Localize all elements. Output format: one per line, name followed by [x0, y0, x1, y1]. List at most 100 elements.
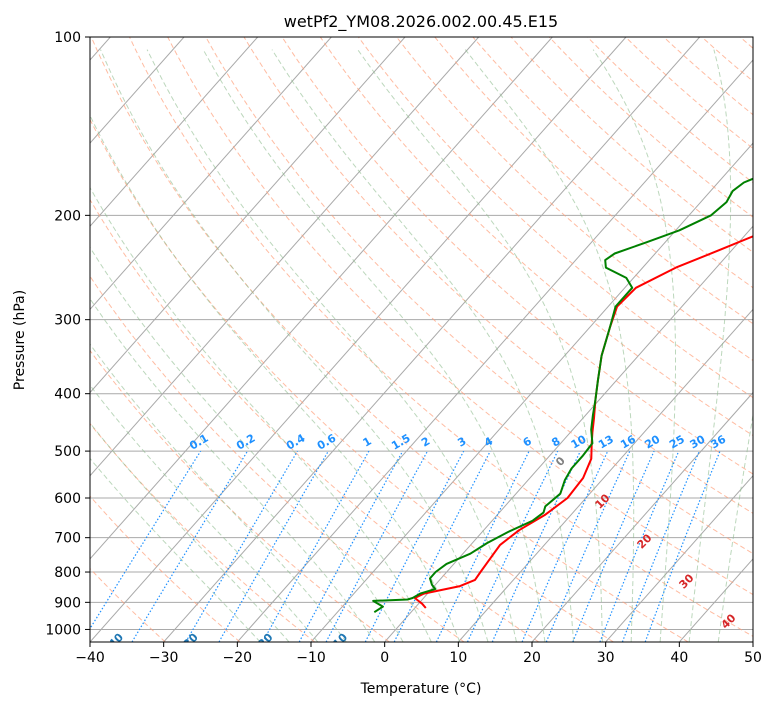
isotherm-line: [90, 37, 627, 642]
moist-adiabat: [90, 422, 290, 642]
moist-adiabat: [464, 49, 635, 642]
dry-adiabat: [472, 37, 753, 289]
mixing-ratio-line: [644, 450, 721, 642]
moist-adiabat: [90, 343, 347, 642]
dry-adiabat: [167, 37, 753, 596]
dry-adiabat-label: -10: [327, 630, 350, 653]
mixing-ratio-label: 25: [667, 433, 687, 452]
mixing-ratio-line: [393, 450, 491, 642]
mixing-ratio-line: [262, 450, 370, 642]
mixing-ratio-line: [218, 450, 329, 642]
mixing-ratio-line: [90, 450, 202, 630]
isotherm-line: [384, 225, 753, 642]
dewpoint-profile-line: [372, 177, 753, 614]
y-tick-label: 200: [54, 208, 81, 224]
x-axis-label: Temperature (°C): [360, 681, 482, 697]
moist-adiabat-label: 20: [635, 531, 655, 551]
x-tick-label: 30: [597, 650, 615, 666]
y-tick-label: 100: [54, 30, 81, 46]
y-tick-label: 700: [54, 531, 81, 547]
dry-adiabat: [548, 37, 753, 218]
moist-adiabat: [357, 49, 603, 642]
y-axis-label: Pressure (hPa): [12, 290, 28, 390]
dry-adiabat: [90, 118, 614, 642]
y-tick-label: 300: [54, 313, 81, 329]
x-tick-label: 0: [380, 650, 389, 666]
y-tick-label: 900: [54, 595, 81, 611]
y-tick-label: 800: [54, 565, 81, 581]
x-tick-label: −30: [149, 650, 179, 666]
x-tick-label: 20: [523, 650, 541, 666]
x-tick-label: −10: [296, 650, 326, 666]
mixing-ratio-line: [491, 450, 581, 642]
dry-adiabat-label: -20: [252, 630, 275, 653]
dry-adiabat: [739, 37, 753, 49]
x-axis: −40 −30 −20 −10 0 10 20 30 40 50: [75, 642, 762, 666]
isotherm-line: [90, 37, 259, 228]
mixing-ratio-line: [466, 450, 559, 642]
dry-adiabat-label: -40: [103, 630, 126, 653]
x-tick-label: 50: [744, 650, 762, 666]
isotherm-line: [90, 37, 185, 144]
dry-adiabat: [319, 37, 753, 437]
mixing-ratio-label: 20: [642, 432, 662, 451]
dry-adiabat: [90, 495, 241, 642]
mixing-ratio-line: [621, 450, 700, 642]
mixing-ratio-line: [298, 450, 404, 642]
x-tick-label: 40: [670, 650, 688, 666]
dry-adiabat: [205, 37, 753, 555]
isotherm-line: [531, 391, 753, 642]
isotherm-line: [605, 474, 753, 642]
moist-adiabat: [592, 49, 676, 642]
mixing-ratio-line: [572, 450, 655, 642]
profile-series: [372, 177, 753, 614]
mixing-ratio-label: 2: [419, 435, 432, 450]
mixing-ratio-label: 13: [596, 433, 616, 452]
dry-adiabat-label: -30: [178, 630, 201, 653]
moist-adiabat-label: 30: [677, 571, 697, 591]
isotherm-line: [90, 37, 406, 394]
dry-adiabat: [90, 349, 390, 642]
mixing-ratio-line: [325, 450, 429, 642]
moist-adiabat: [90, 297, 376, 642]
x-tick-label: 10: [449, 650, 467, 666]
dry-adiabat: [701, 37, 753, 82]
y-tick-label: 500: [54, 444, 81, 460]
line-annotations: 0.10.20.40.611.52346810131620253036-100-…: [103, 431, 739, 653]
moist-adiabat: [90, 186, 432, 642]
moist-adiabat: [202, 49, 546, 642]
dry-adiabat: [90, 198, 540, 642]
dry-adiabat: [90, 275, 465, 642]
y-axis: 100 200 300 400 500 600 700 800 900 1000: [45, 30, 90, 638]
mixing-ratio-label: 0.6: [315, 431, 339, 452]
mixing-ratio-label: 0.2: [234, 432, 257, 453]
mixing-ratio-label: 0.4: [284, 431, 308, 452]
isotherm-line: [163, 37, 701, 642]
y-tick-label: 1000: [45, 622, 81, 638]
mixing-ratio-label: 1.5: [389, 432, 412, 453]
moist-adiabat-label: 0: [553, 454, 568, 469]
moist-adiabat: [90, 114, 461, 642]
isotherm-line: [236, 59, 753, 642]
chart-title: wetPf2_YM08.2026.002.00.45.E15: [284, 12, 558, 32]
mixing-ratio-label: 8: [549, 435, 562, 450]
moist-adiabat: [100, 49, 489, 642]
mixing-ratio-label: 3: [455, 435, 468, 450]
mixing-ratio-line: [599, 450, 680, 642]
isotherm-line: [90, 37, 553, 560]
isotherm-line: [90, 37, 480, 477]
dry-adiabat: [281, 37, 753, 475]
moist-adiabat: [90, 457, 261, 642]
mixing-ratio-line: [545, 450, 631, 642]
x-tick-label: −20: [223, 650, 253, 666]
moist-adiabat: [146, 49, 517, 642]
dry-adiabat: [663, 37, 753, 116]
isotherm-line: [90, 37, 332, 311]
y-tick-label: 600: [54, 491, 81, 507]
isotherm-line: [457, 308, 753, 642]
mixing-ratio-label: 1: [361, 435, 374, 450]
dry-adiabat: [434, 37, 753, 325]
mixing-ratio-label: 0.1: [187, 432, 210, 453]
moist-adiabat: [90, 246, 404, 642]
